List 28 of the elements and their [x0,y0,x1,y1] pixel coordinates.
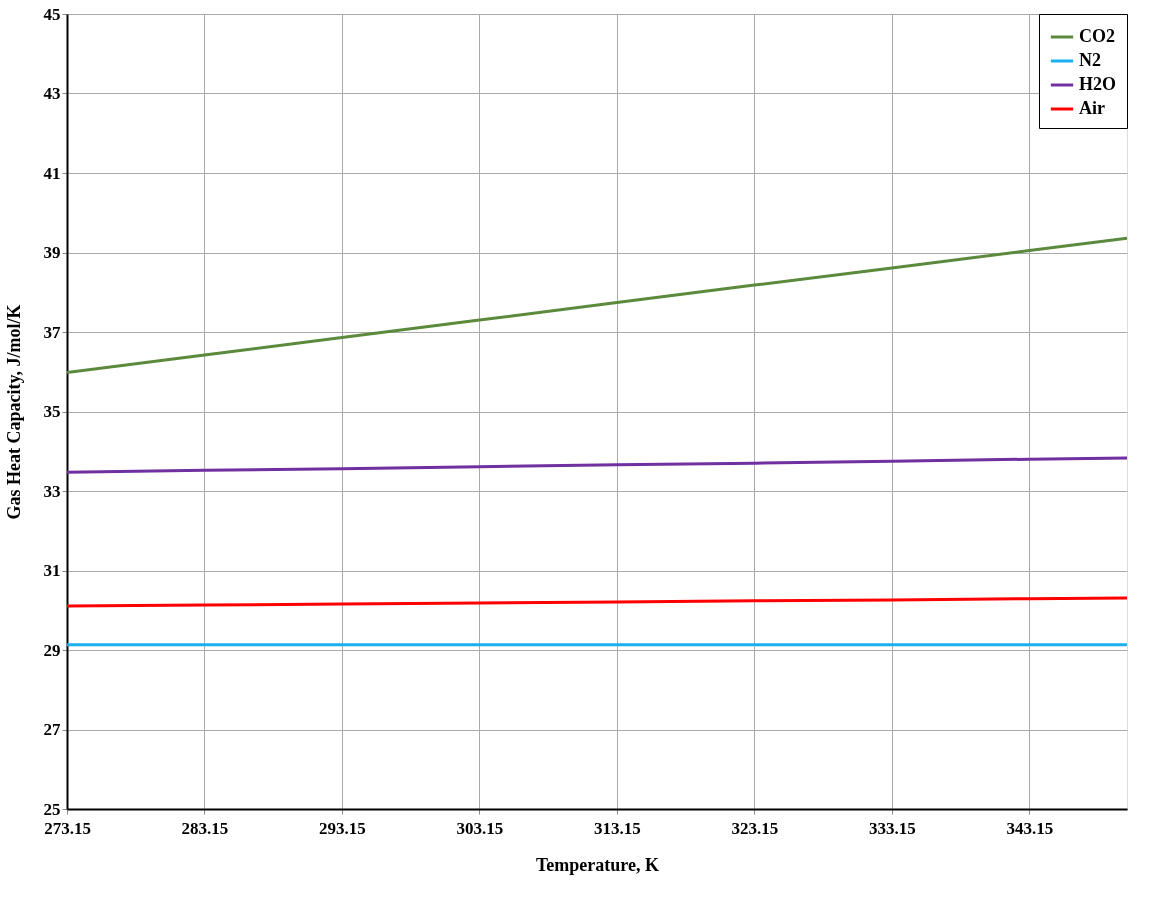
y-tick-label: 29 [43,640,61,660]
line-series [67,596,1127,608]
y-tick-label: 45 [43,4,61,24]
x-tick-label: 333.15 [869,818,916,838]
x-tick-label: 283.15 [181,818,229,838]
line-series [67,456,1127,474]
y-tick-label: 41 [43,163,61,183]
y-tick-label: 37 [43,322,61,342]
x-tick-label: 323.15 [731,818,779,838]
legend-label: Air [1079,98,1105,118]
y-tick-label: 31 [43,561,61,580]
x-axis-title: Temperature, K [536,854,659,875]
x-tick-label: 313.15 [594,818,641,838]
y-tick-label: 27 [43,720,61,739]
y-tick-label: 39 [43,243,61,262]
y-tick-label: 33 [43,481,61,501]
x-tick-label: 293.15 [319,818,366,838]
y-tick-label: 43 [43,84,61,103]
x-tick-label: 273.15 [44,818,91,838]
legend-label: N2 [1079,50,1101,70]
x-tick-label: 303.15 [456,818,504,838]
y-tick-label: 25 [43,799,61,819]
legend-label: H2O [1079,74,1117,94]
x-tick-label: 343.15 [1006,818,1054,838]
y-axis-title: Gas Heat Capacity, J/mol/K [3,304,24,520]
legend-label: CO2 [1079,26,1115,46]
line-series [67,236,1127,375]
y-tick-label: 35 [43,402,61,421]
